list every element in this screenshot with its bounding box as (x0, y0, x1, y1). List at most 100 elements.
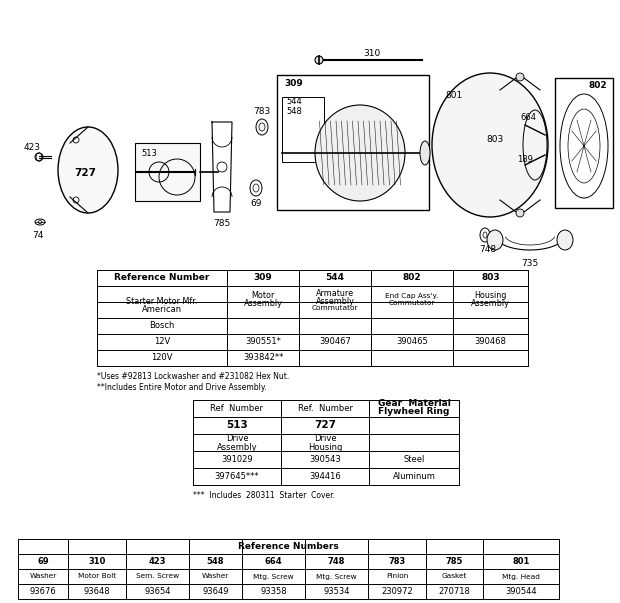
Ellipse shape (432, 73, 548, 217)
Text: Reference Numbers: Reference Numbers (238, 542, 339, 551)
Text: Flywheel Ring: Flywheel Ring (378, 407, 450, 416)
Text: Armature: Armature (316, 289, 354, 298)
Bar (135, 143, 200, 201)
Text: Steel: Steel (404, 455, 425, 464)
Text: Mtg. Screw: Mtg. Screw (316, 573, 357, 579)
Text: *Uses #92813 Lockwasher and #231082 Hex Nut.: *Uses #92813 Lockwasher and #231082 Hex … (97, 372, 290, 381)
Text: Mtg. Screw: Mtg. Screw (253, 573, 294, 579)
Text: 544: 544 (286, 96, 302, 106)
Bar (555, 78, 613, 208)
Text: 74: 74 (32, 230, 43, 239)
Text: Commutator: Commutator (312, 305, 358, 311)
Text: 12V: 12V (154, 338, 170, 347)
Text: 513: 513 (226, 420, 248, 431)
Text: 189: 189 (517, 156, 533, 165)
Text: 309: 309 (284, 78, 303, 87)
Text: Assembly: Assembly (471, 298, 510, 308)
Text: 93648: 93648 (84, 587, 110, 596)
Text: Commutator: Commutator (389, 300, 435, 306)
Text: Motor Bolt: Motor Bolt (78, 573, 116, 579)
Text: 390543: 390543 (309, 455, 341, 464)
Text: 783: 783 (388, 557, 405, 566)
Ellipse shape (557, 230, 573, 250)
Text: 544: 544 (326, 274, 345, 282)
Text: 120V: 120V (151, 353, 173, 362)
Text: 390467: 390467 (319, 338, 351, 347)
Text: 664: 664 (265, 557, 282, 566)
Ellipse shape (256, 119, 268, 135)
Text: 423: 423 (24, 144, 40, 153)
Ellipse shape (516, 209, 524, 217)
Ellipse shape (487, 230, 503, 250)
Text: Assembly: Assembly (216, 443, 257, 452)
Text: Aluminum: Aluminum (392, 472, 435, 481)
Ellipse shape (420, 141, 430, 165)
Ellipse shape (315, 105, 405, 201)
Ellipse shape (516, 73, 524, 81)
Text: Housing: Housing (308, 443, 342, 452)
Text: 727: 727 (74, 168, 96, 178)
Text: 310: 310 (363, 48, 381, 57)
Bar (277, 75, 429, 210)
Text: 394416: 394416 (309, 472, 341, 481)
Text: 748: 748 (479, 245, 497, 254)
Text: Drive: Drive (314, 434, 336, 443)
Text: 748: 748 (328, 557, 345, 566)
Text: 397645***: 397645*** (215, 472, 259, 481)
Text: Assembly: Assembly (316, 297, 355, 306)
Text: Assembly: Assembly (244, 298, 283, 308)
Ellipse shape (315, 56, 323, 64)
Text: 310: 310 (88, 557, 105, 566)
Text: 785: 785 (446, 557, 463, 566)
Ellipse shape (58, 127, 118, 213)
Text: Motor: Motor (251, 291, 275, 300)
Text: Reference Number: Reference Number (114, 274, 210, 282)
Text: 390468: 390468 (474, 338, 507, 347)
Text: Starter Motor Mfr.: Starter Motor Mfr. (126, 297, 198, 306)
Text: Washer: Washer (29, 573, 56, 579)
Text: Mtg. Head: Mtg. Head (502, 573, 540, 579)
Text: 548: 548 (286, 107, 302, 116)
Text: 785: 785 (213, 218, 231, 227)
Text: 803: 803 (481, 274, 500, 282)
Text: Gasket: Gasket (442, 573, 467, 579)
Text: Ref  Number: Ref Number (211, 404, 264, 413)
Text: 548: 548 (206, 557, 224, 566)
Text: 803: 803 (486, 136, 503, 145)
Bar (282, 97, 324, 162)
Text: American: American (142, 306, 182, 315)
Text: **Includes Entire Motor and Drive Assembly.: **Includes Entire Motor and Drive Assemb… (97, 383, 267, 392)
Text: Ref.  Number: Ref. Number (298, 404, 353, 413)
Text: 69: 69 (37, 557, 49, 566)
Text: ***  Includes  280311  Starter  Cover.: *** Includes 280311 Starter Cover. (193, 491, 335, 500)
Text: 735: 735 (521, 259, 539, 268)
Text: 309: 309 (254, 274, 272, 282)
Text: 69: 69 (250, 198, 262, 207)
Text: 801: 801 (445, 90, 463, 99)
Text: 393842**: 393842** (243, 353, 283, 362)
Text: 664: 664 (520, 113, 536, 121)
Text: Pinion: Pinion (386, 573, 408, 579)
Text: 391029: 391029 (221, 455, 253, 464)
Text: 783: 783 (254, 107, 270, 116)
Text: 390551*: 390551* (245, 338, 281, 347)
Text: 93358: 93358 (260, 587, 287, 596)
Text: End Cap Ass'y.: End Cap Ass'y. (386, 293, 438, 299)
Text: Bosch: Bosch (149, 321, 175, 330)
Text: 93534: 93534 (323, 587, 350, 596)
Text: Housing: Housing (474, 291, 507, 300)
Text: 802: 802 (588, 81, 607, 90)
Text: 727: 727 (314, 420, 336, 431)
Text: 802: 802 (402, 274, 422, 282)
Text: Gear  Material: Gear Material (378, 399, 451, 408)
Text: 270718: 270718 (438, 587, 471, 596)
Text: 801: 801 (512, 557, 529, 566)
Text: 513: 513 (141, 148, 157, 157)
Text: 423: 423 (149, 557, 166, 566)
Text: Sem. Screw: Sem. Screw (136, 573, 179, 579)
Text: Drive: Drive (226, 434, 249, 443)
Text: 93676: 93676 (30, 587, 56, 596)
Text: 93649: 93649 (202, 587, 229, 596)
Text: 93654: 93654 (144, 587, 170, 596)
Text: 390544: 390544 (505, 587, 537, 596)
